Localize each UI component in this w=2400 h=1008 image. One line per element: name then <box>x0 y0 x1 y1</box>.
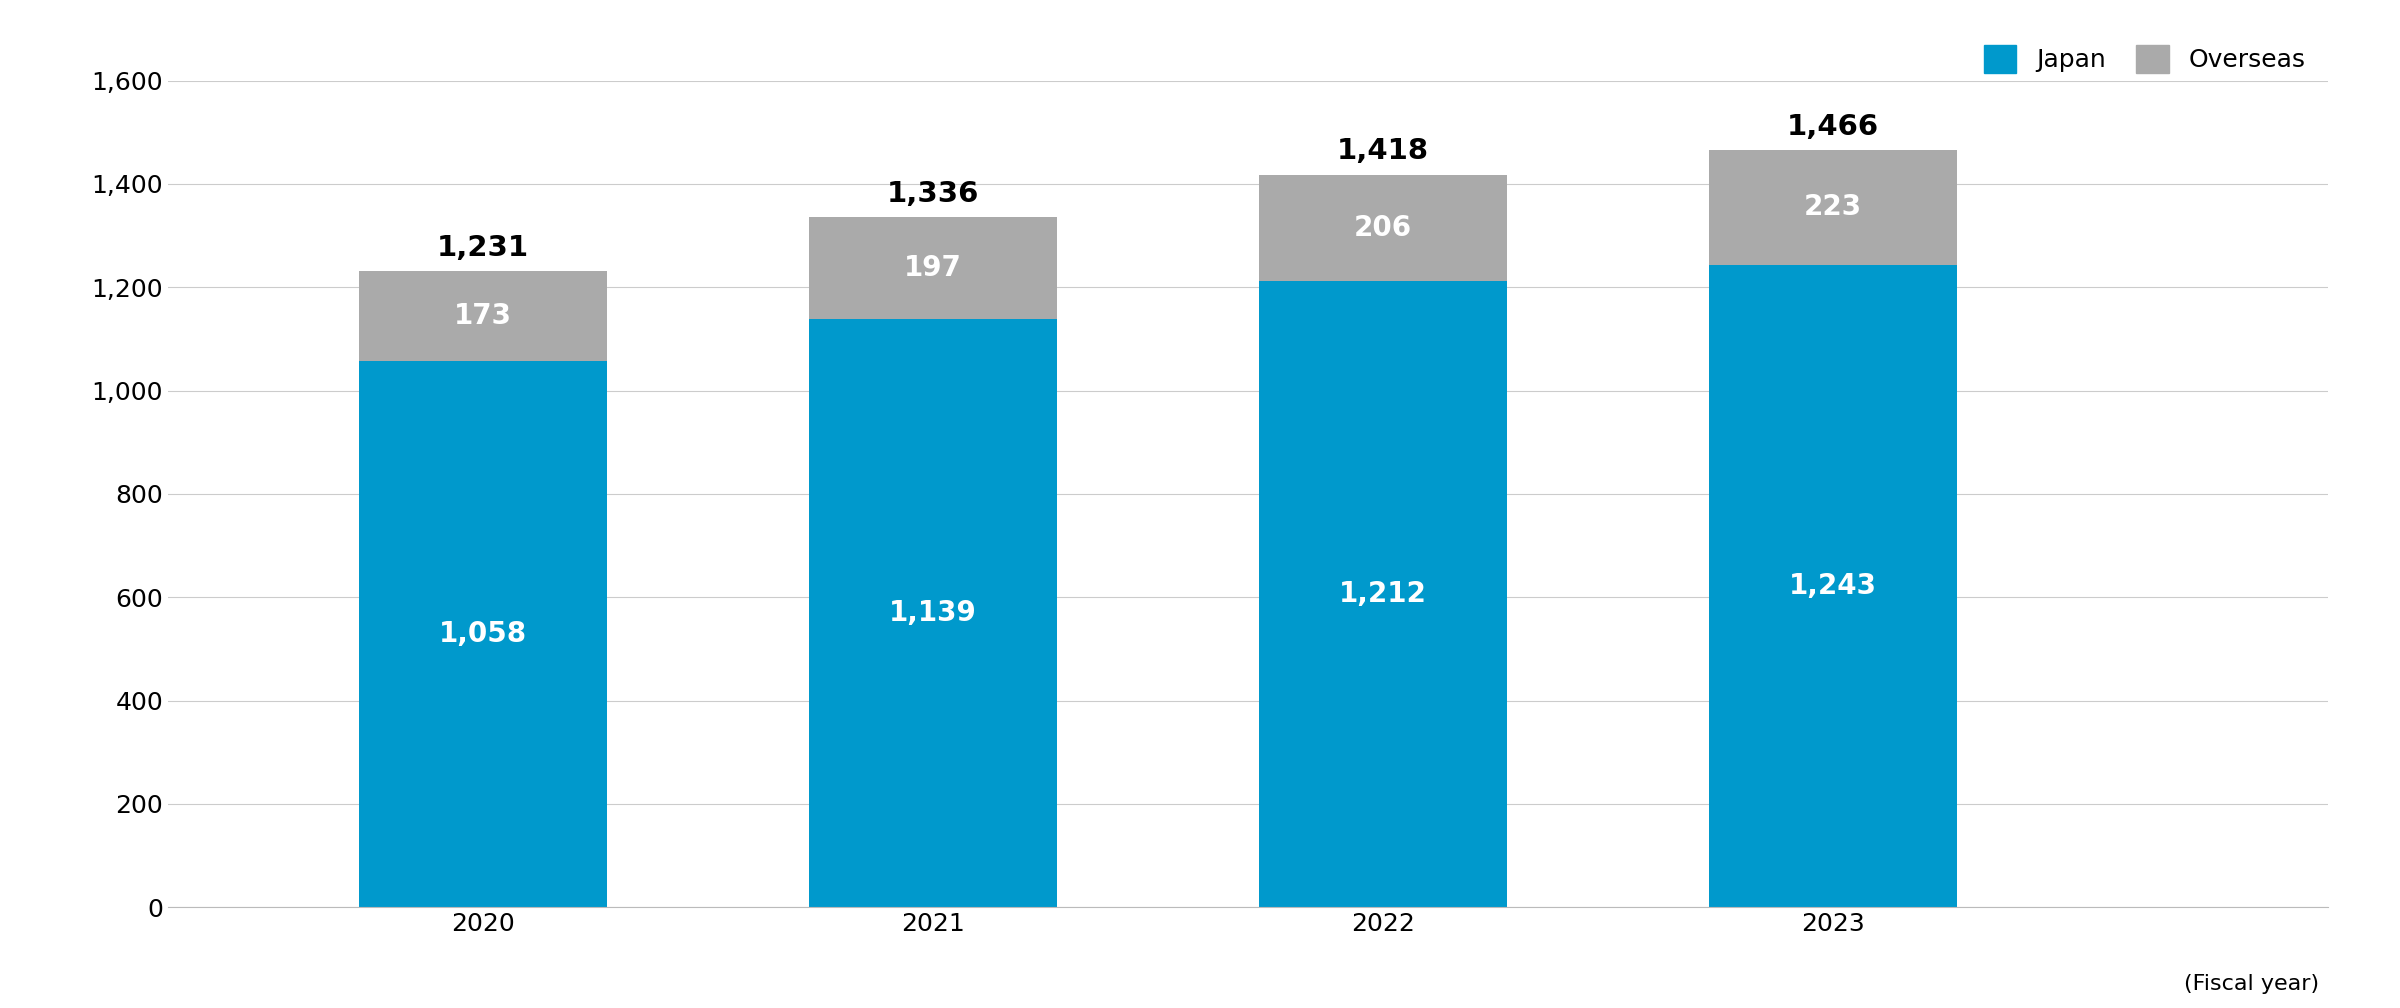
Bar <box>1260 174 1507 281</box>
Text: (Fiscal year): (Fiscal year) <box>2184 975 2318 994</box>
Text: 1,336: 1,336 <box>888 179 979 208</box>
Text: 206: 206 <box>1354 214 1411 242</box>
Text: 1,058: 1,058 <box>439 620 528 648</box>
Bar <box>1709 150 1956 265</box>
Legend: Japan, Overseas: Japan, Overseas <box>1973 35 2316 83</box>
Text: 1,243: 1,243 <box>1788 573 1877 600</box>
Text: 1,466: 1,466 <box>1788 113 1879 140</box>
Text: 1,139: 1,139 <box>888 599 977 627</box>
Bar <box>809 217 1056 319</box>
Bar <box>360 361 607 907</box>
Bar <box>1709 265 1956 907</box>
Bar <box>360 271 607 361</box>
Text: 223: 223 <box>1805 194 1862 222</box>
Text: 1,231: 1,231 <box>437 234 528 262</box>
Text: 1,212: 1,212 <box>1339 581 1428 608</box>
Text: 1,418: 1,418 <box>1337 137 1428 165</box>
Bar <box>1260 281 1507 907</box>
Text: 173: 173 <box>454 302 511 330</box>
Bar <box>809 319 1056 907</box>
Text: 197: 197 <box>905 254 962 282</box>
